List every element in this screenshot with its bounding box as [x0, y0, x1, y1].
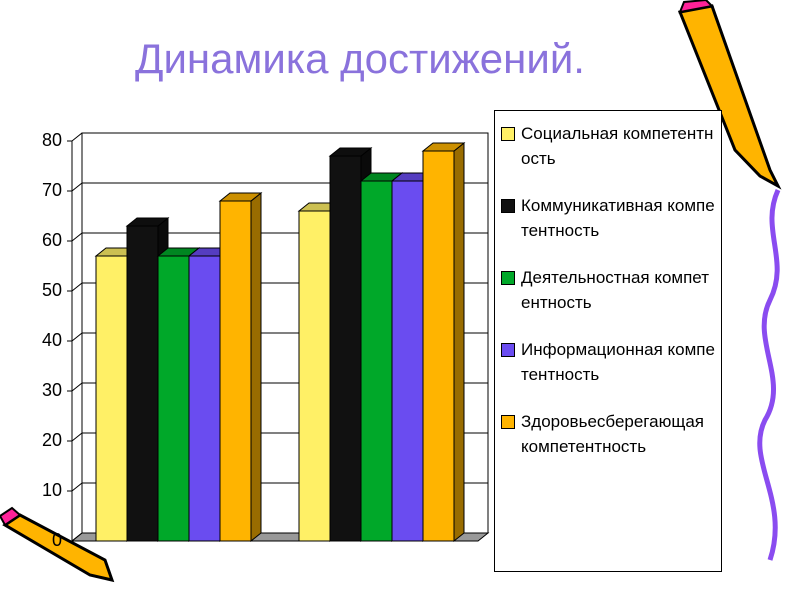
pencil-decoration	[0, 506, 115, 583]
bar	[126, 225, 159, 542]
pencil-decoration	[677, 0, 782, 190]
legend-label: Социальная компетентность	[521, 124, 714, 168]
legend-swatch	[501, 199, 515, 213]
legend-label: Деятельностная компетентность	[521, 268, 709, 312]
legend-swatch	[501, 271, 515, 285]
bar	[95, 255, 128, 542]
legend-item: Деятельностная компетентность	[501, 265, 715, 315]
bar	[329, 155, 362, 542]
bar-side	[453, 141, 465, 543]
legend-item: Коммуникативная компетентность	[501, 193, 715, 243]
y-tick-label: 60	[42, 230, 62, 250]
y-tick-label: 20	[42, 430, 62, 450]
legend: Социальная компетентность Коммуникативная…	[494, 110, 722, 572]
bar	[188, 255, 221, 542]
y-tick-label: 80	[42, 130, 62, 150]
squiggle-decoration	[757, 188, 781, 561]
legend-item: Социальная компетентность	[501, 121, 715, 171]
bar	[360, 180, 393, 542]
y-tick-label: 30	[42, 380, 62, 400]
grid-line	[71, 132, 488, 142]
y-tick-label: 0	[52, 530, 62, 550]
bar	[157, 255, 190, 542]
bar-side	[250, 191, 262, 543]
y-tick-label: 70	[42, 180, 62, 200]
y-tick-label: 50	[42, 280, 62, 300]
legend-item: Здоровьесберегающая компетентность	[501, 409, 715, 459]
chart-title: Динамика достижений.	[135, 35, 585, 82]
y-tick-label: 10	[42, 480, 62, 500]
legend-label: Здоровьесберегающая компетентность	[521, 412, 704, 456]
bar	[391, 180, 424, 542]
legend-swatch	[501, 415, 515, 429]
legend-label: Информационная компетентность	[521, 340, 715, 384]
bar	[219, 200, 252, 542]
bar	[298, 210, 331, 542]
legend-swatch	[501, 343, 515, 357]
legend-label: Коммуникативная компетентность	[521, 196, 715, 240]
bar	[422, 150, 455, 542]
legend-item: Информационная компетентность	[501, 337, 715, 387]
y-tick-label: 40	[42, 330, 62, 350]
legend-swatch	[501, 127, 515, 141]
